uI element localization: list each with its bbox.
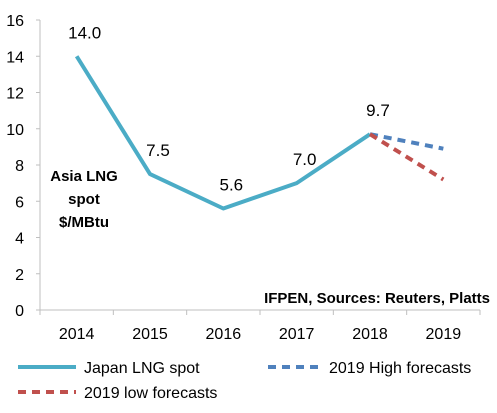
x-tick-label-2014: 2014 xyxy=(59,326,95,343)
y-tick-label-8: 8 xyxy=(15,158,24,175)
data-label-2017: 7.0 xyxy=(293,150,317,169)
legend-label-2019-low-forecasts: 2019 low forecasts xyxy=(84,385,217,402)
legend-item-japan-lng-spot: Japan LNG spot xyxy=(18,360,200,377)
data-labels: 14.0 7.5 5.6 7.0 9.7 xyxy=(68,23,390,194)
plot-area: 0 2 4 6 8 10 12 14 16 2014 2015 2016 2017 2018 2019 1… xyxy=(6,13,481,343)
x-axis-ticks: 2014 2015 2016 2017 2018 2019 xyxy=(39,310,481,343)
y-tick-label-2: 2 xyxy=(15,267,24,284)
y-annotation-line-3: $/MBtu xyxy=(59,214,109,231)
y-tick-label-6: 6 xyxy=(15,194,24,211)
legend-label-2019-high-forecasts: 2019 High forecasts xyxy=(329,360,471,377)
series-line-2019-high-forecasts xyxy=(369,132,444,151)
x-tick-label-2019: 2019 xyxy=(426,326,462,343)
series-lines xyxy=(74,55,445,211)
data-label-2018: 9.7 xyxy=(366,101,390,120)
y-tick-label-14: 14 xyxy=(6,49,24,66)
data-label-2014: 14.0 xyxy=(68,23,101,42)
legend-item-2019-low-forecasts: 2019 low forecasts xyxy=(18,385,217,402)
legend-item-2019-high-forecasts: 2019 High forecasts xyxy=(268,360,471,377)
data-label-2015: 7.5 xyxy=(146,141,170,160)
y-tick-label-12: 12 xyxy=(6,86,24,103)
y-tick-label-16: 16 xyxy=(6,13,24,30)
y-tick-label-10: 10 xyxy=(6,122,24,139)
x-tick-label-2017: 2017 xyxy=(279,326,315,343)
source-note: IFPEN, Sources: Reuters, Platts xyxy=(264,290,490,307)
y-annotation-line-1: Asia LNG xyxy=(50,168,118,185)
series-line-2019-low-forecasts xyxy=(368,132,445,182)
legend-label-japan-lng-spot: Japan LNG spot xyxy=(84,360,200,377)
legend: Japan LNG spot 2019 High forecasts 2019 … xyxy=(18,360,471,402)
x-tick-label-2016: 2016 xyxy=(206,326,242,343)
x-tick-label-2018: 2018 xyxy=(352,326,388,343)
y-tick-label-0: 0 xyxy=(15,303,24,320)
y-annotation-line-2: spot xyxy=(68,191,100,208)
data-label-2016: 5.6 xyxy=(220,176,244,195)
y-tick-label-4: 4 xyxy=(15,231,24,248)
series-line-japan-lng-spot xyxy=(74,55,372,211)
x-tick-label-2015: 2015 xyxy=(132,326,168,343)
y-axis-ticks: 0 2 4 6 8 10 12 14 16 xyxy=(6,13,40,320)
